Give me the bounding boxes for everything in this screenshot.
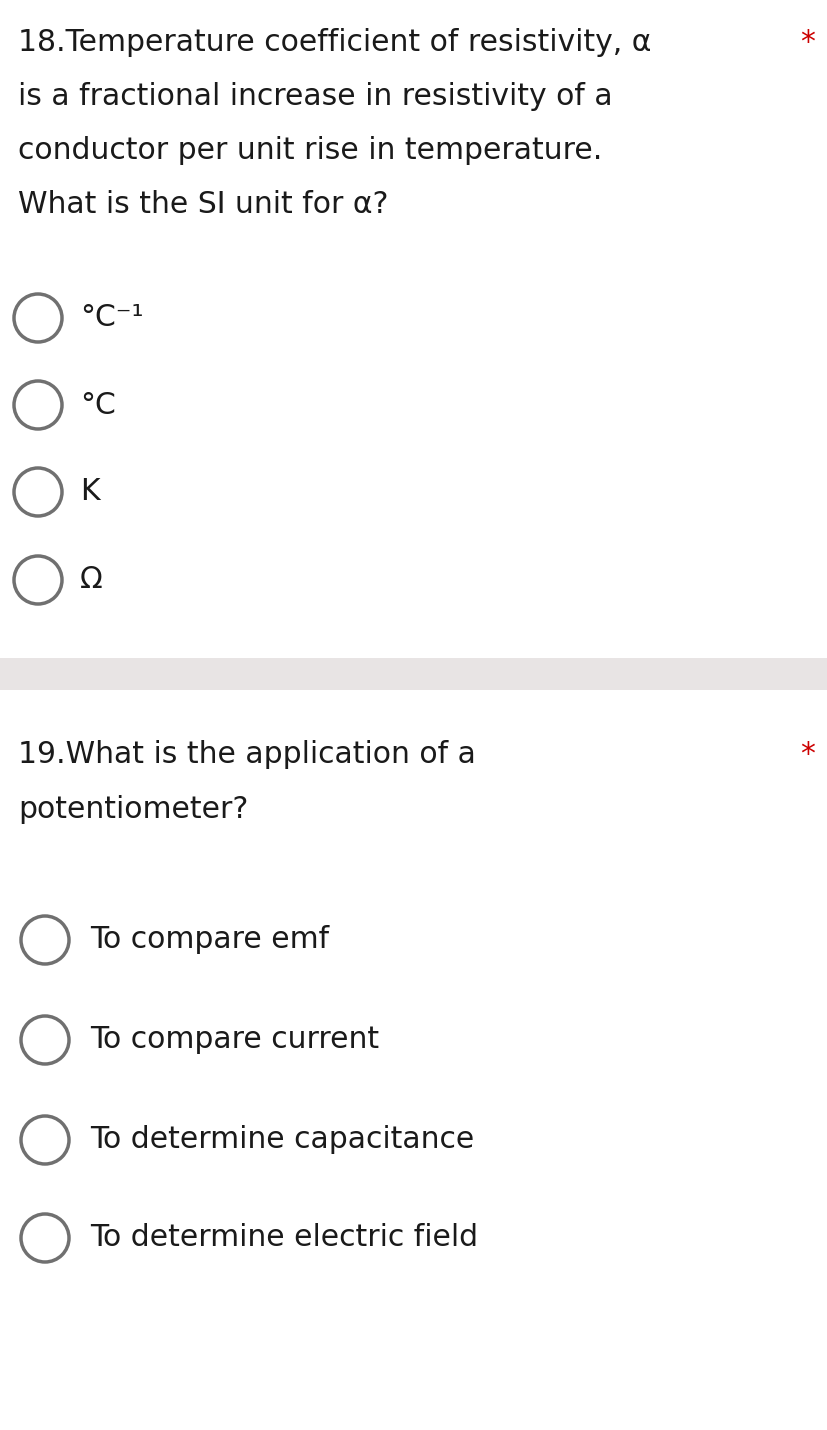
Bar <box>0 658 827 691</box>
Text: is a fractional increase in resistivity of a: is a fractional increase in resistivity … <box>18 82 612 112</box>
Text: 18.Temperature coefficient of resistivity, α: 18.Temperature coefficient of resistivit… <box>18 29 651 57</box>
Text: 19.What is the application of a: 19.What is the application of a <box>18 739 476 769</box>
Text: °C: °C <box>80 390 116 419</box>
Text: To compare emf: To compare emf <box>90 925 328 954</box>
Text: K: K <box>80 478 99 506</box>
Text: °C⁻¹: °C⁻¹ <box>80 303 143 333</box>
Text: *: * <box>799 29 814 57</box>
Text: Ω: Ω <box>80 565 103 595</box>
Text: To determine electric field: To determine electric field <box>90 1224 477 1253</box>
Text: conductor per unit rise in temperature.: conductor per unit rise in temperature. <box>18 136 602 164</box>
Text: What is the SI unit for α?: What is the SI unit for α? <box>18 190 388 219</box>
Text: To compare current: To compare current <box>90 1025 379 1054</box>
Text: potentiometer?: potentiometer? <box>18 795 248 824</box>
Text: *: * <box>799 739 814 769</box>
Text: To determine capacitance: To determine capacitance <box>90 1125 474 1154</box>
